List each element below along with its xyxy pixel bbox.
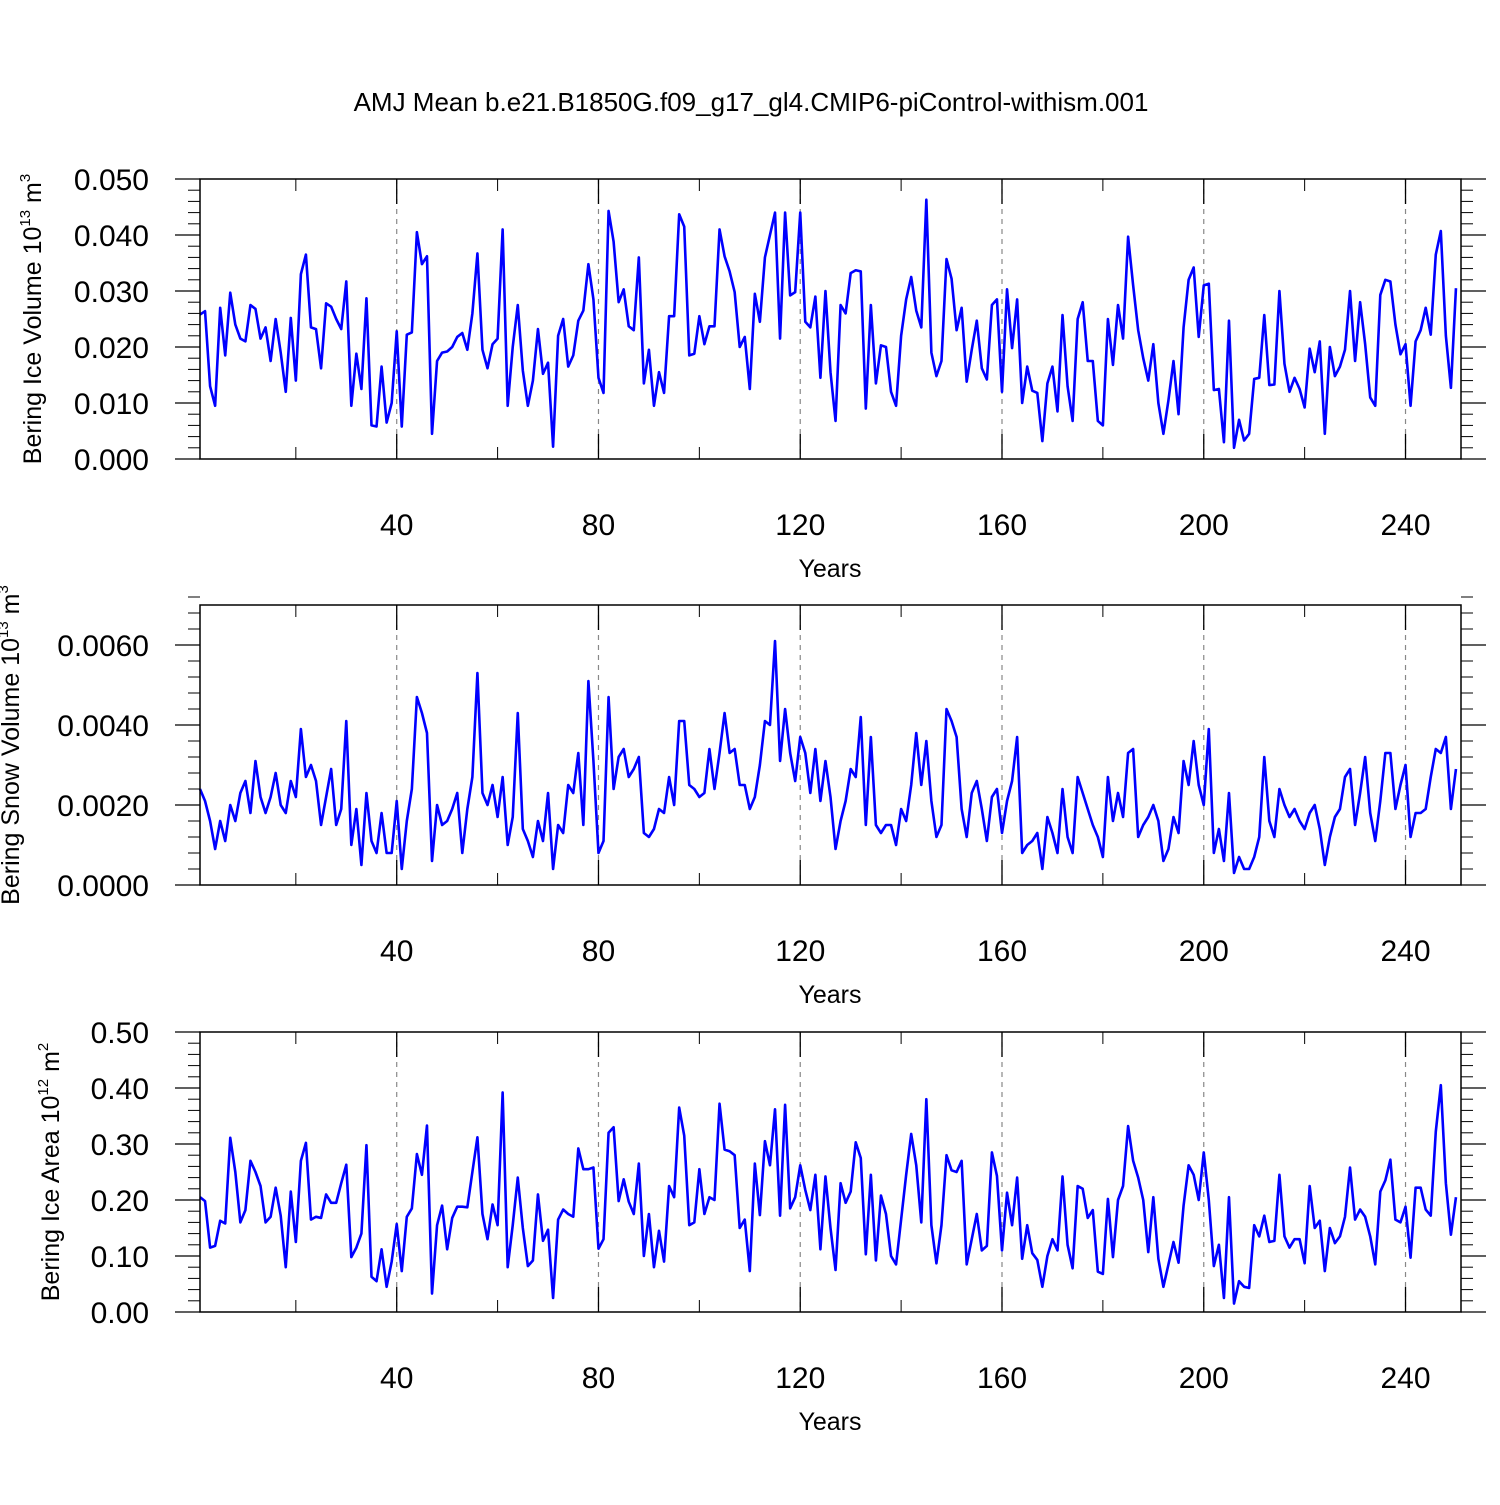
x-tick-label: 40 [380,935,413,968]
data-line [198,639,1458,875]
y-axis-title-text: Bering Ice Volume 10 [19,227,47,465]
panel-2: 0.0000 0.0020 0.0040 0.0060 40 80 120 160 200 240… [0,585,1486,1009]
y-axis-title-text: Bering Ice Area 10 [37,1096,65,1302]
y-axis-title-exponent: 13 [0,621,12,638]
y-tick-label: 0.20 [91,1185,149,1218]
panel-1: 0.000 0.010 0.020 0.030 0.040 0.050 40 80 120 160… [17,164,1486,583]
chart-title: AMJ Mean b.e21.B1850G.f09_g17_gl4.CMIP6-… [354,87,1149,117]
x-axis-title: Years [798,555,861,583]
y-axis-title-exponent: 13 [17,210,34,227]
x-tick-label: 200 [1179,935,1229,968]
y-tick-label: 0.040 [74,220,149,253]
y-axis-title-unit-power: 3 [0,585,12,593]
x-tick-label: 200 [1179,1362,1229,1395]
x-axis-title: Years [798,1408,861,1436]
x-tick-label: 240 [1380,935,1430,968]
y-tick-label: 0.030 [74,276,149,309]
x-tick-label: 240 [1380,1362,1430,1395]
x-tick-label: 160 [977,1362,1027,1395]
x-tick-label: 200 [1179,509,1229,542]
y-axis-title-exponent: 12 [35,1079,52,1096]
y-tick-label: 0.0020 [57,790,149,823]
y-tick-label: 0.0000 [57,870,149,903]
x-tick-label: 40 [380,1362,413,1395]
x-tick-label: 80 [582,935,615,968]
y-axis-title-unit-power: 2 [35,1043,52,1051]
x-tick-label: 160 [977,509,1027,542]
y-tick-label: 0.0040 [57,710,149,743]
y-axis-title-text: Bering Snow Volume 10 [0,638,25,905]
y-axis-title: Bering Ice Volume 1013 m3 [17,174,47,464]
plot-frame [199,1031,1462,1313]
x-tick-label: 120 [775,935,825,968]
y-axis-title: Bering Snow Volume 1013 m3 [0,585,25,905]
y-axis-title: Bering Ice Area 1012 m2 [35,1043,65,1302]
y-tick-label: 0.0060 [57,630,149,663]
y-axis-title-unit: m [0,594,25,622]
y-tick-label: 0.00 [91,1297,149,1330]
y-tick-label: 0.30 [91,1129,149,1162]
data-line [199,198,1458,450]
x-tick-label: 120 [775,509,825,542]
x-tick-label: 160 [977,935,1027,968]
y-tick-label: 0.10 [91,1241,149,1274]
x-tick-label: 80 [582,509,615,542]
x-tick-label: 80 [582,1362,615,1395]
y-tick-label: 0.010 [74,388,149,421]
y-tick-label: 0.50 [91,1017,149,1050]
y-axis-title-unit-power: 3 [17,174,34,182]
y-tick-label: 0.40 [91,1073,149,1106]
y-tick-label: 0.050 [74,164,149,197]
y-axis-title-unit: m [19,182,47,210]
panel-3: 0.00 0.10 0.20 0.30 0.40 0.50 40 80 120 160 200 240… [35,1017,1486,1436]
y-tick-label: 0.020 [74,332,149,365]
data-line [199,1083,1458,1305]
plot-frame [199,178,1462,460]
plot-frame [199,604,1462,886]
y-axis-title-unit: m [37,1051,65,1079]
y-tick-label: 0.000 [74,444,149,477]
x-tick-label: 120 [775,1362,825,1395]
x-tick-label: 40 [380,509,413,542]
x-axis-title: Years [798,981,861,1009]
x-tick-label: 240 [1380,509,1430,542]
